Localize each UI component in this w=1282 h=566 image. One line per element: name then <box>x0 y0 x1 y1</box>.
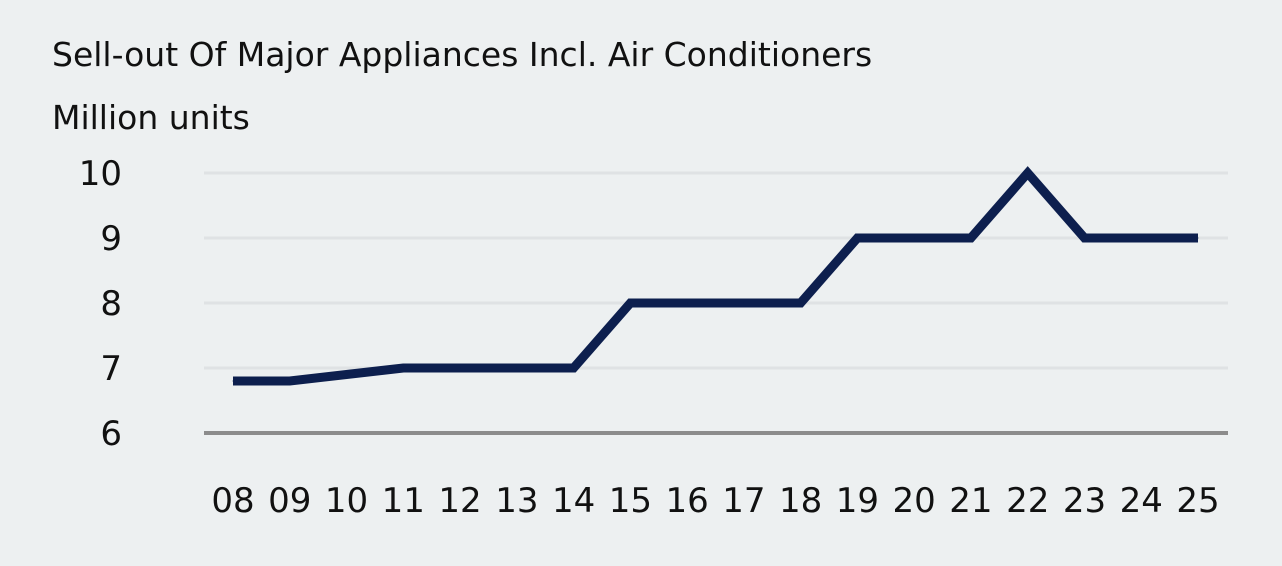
x-tick-label: 25 <box>1176 481 1219 521</box>
data-point <box>346 374 348 375</box>
x-tick-label: 12 <box>438 481 481 521</box>
data-point <box>573 367 575 369</box>
x-tick-label: 20 <box>893 481 936 521</box>
chart-subtitle: Million units <box>52 98 250 137</box>
data-point <box>800 302 802 304</box>
x-axis-ticks: 08 09 10 11 12 13 14 15 16 17 18 19 20 21 22 23 24 25 <box>211 481 1219 521</box>
data-point <box>232 380 234 382</box>
x-tick-label: 18 <box>779 481 822 521</box>
data-point <box>516 367 518 369</box>
data-point <box>913 237 915 239</box>
data-point <box>1140 237 1142 239</box>
data-point <box>1197 237 1199 239</box>
x-tick-label: 17 <box>722 481 765 521</box>
x-tick-label: 21 <box>949 481 992 521</box>
x-tick-label: 09 <box>268 481 311 521</box>
data-point <box>970 237 972 239</box>
series-line <box>233 166 1198 386</box>
chart-title: Sell-out Of Major Appliances Incl. Air C… <box>52 35 872 74</box>
x-tick-label: 13 <box>495 481 538 521</box>
y-tick-label: 9 <box>100 219 122 259</box>
x-tick-label: 16 <box>665 481 708 521</box>
x-tick-label: 10 <box>325 481 368 521</box>
x-tick-label: 11 <box>382 481 425 521</box>
y-axis-ticks: 6 7 8 9 10 <box>79 154 122 454</box>
data-point <box>402 367 404 369</box>
y-tick-label: 10 <box>79 154 122 194</box>
y-tick-label: 6 <box>100 414 122 454</box>
data-point <box>459 367 461 369</box>
x-tick-label: 19 <box>836 481 879 521</box>
y-tick-label: 7 <box>100 349 122 389</box>
data-point <box>686 302 688 304</box>
data-point <box>743 302 745 304</box>
data-point <box>856 237 858 239</box>
data-point <box>1083 237 1085 239</box>
data-point <box>629 302 631 304</box>
x-tick-label: 24 <box>1120 481 1163 521</box>
x-tick-label: 14 <box>552 481 595 521</box>
series-layer <box>232 166 1199 386</box>
x-tick-label: 15 <box>609 481 652 521</box>
y-tick-label: 8 <box>100 284 122 324</box>
x-tick-label: 22 <box>1006 481 1049 521</box>
x-tick-label: 08 <box>211 481 254 521</box>
data-point <box>289 380 291 382</box>
x-tick-label: 23 <box>1063 481 1106 521</box>
data-point <box>1027 172 1029 174</box>
